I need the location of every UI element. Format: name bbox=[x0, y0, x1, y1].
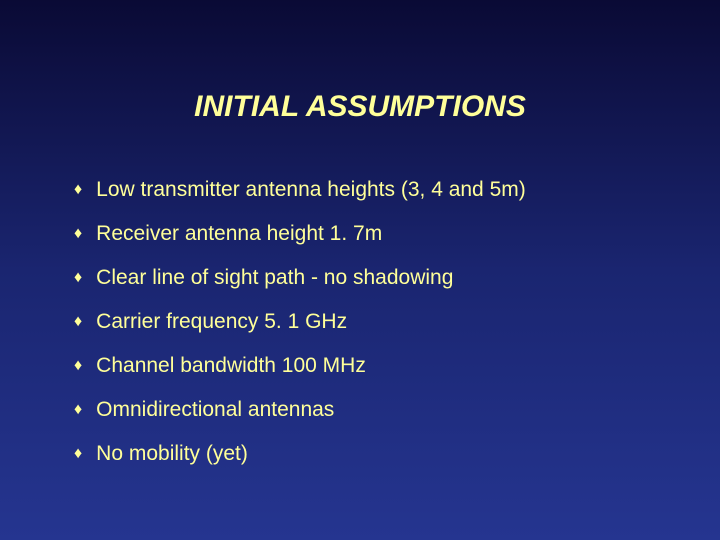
list-item: ♦ Receiver antenna height 1. 7m bbox=[74, 222, 680, 246]
bullet-marker-icon: ♦ bbox=[74, 354, 82, 378]
bullet-list: ♦ Low transmitter antenna heights (3, 4 … bbox=[74, 178, 680, 486]
list-item: ♦ Carrier frequency 5. 1 GHz bbox=[74, 310, 680, 334]
bullet-marker-icon: ♦ bbox=[74, 178, 82, 202]
list-item: ♦ Low transmitter antenna heights (3, 4 … bbox=[74, 178, 680, 202]
bullet-marker-icon: ♦ bbox=[74, 310, 82, 334]
bullet-marker-icon: ♦ bbox=[74, 266, 82, 290]
bullet-text: Receiver antenna height 1. 7m bbox=[96, 222, 382, 246]
list-item: ♦ Channel bandwidth 100 MHz bbox=[74, 354, 680, 378]
list-item: ♦ Clear line of sight path - no shadowin… bbox=[74, 266, 680, 290]
bullet-marker-icon: ♦ bbox=[74, 398, 82, 422]
list-item: ♦ No mobility (yet) bbox=[74, 442, 680, 466]
bullet-text: Clear line of sight path - no shadowing bbox=[96, 266, 453, 290]
bullet-text: No mobility (yet) bbox=[96, 442, 248, 466]
slide-title: INITIAL ASSUMPTIONS bbox=[0, 90, 720, 124]
bullet-text: Carrier frequency 5. 1 GHz bbox=[96, 310, 347, 334]
list-item: ♦ Omnidirectional antennas bbox=[74, 398, 680, 422]
bullet-text: Low transmitter antenna heights (3, 4 an… bbox=[96, 178, 526, 202]
bullet-text: Channel bandwidth 100 MHz bbox=[96, 354, 366, 378]
bullet-marker-icon: ♦ bbox=[74, 222, 82, 246]
slide: INITIAL ASSUMPTIONS ♦ Low transmitter an… bbox=[0, 0, 720, 540]
bullet-marker-icon: ♦ bbox=[74, 442, 82, 466]
bullet-text: Omnidirectional antennas bbox=[96, 398, 334, 422]
